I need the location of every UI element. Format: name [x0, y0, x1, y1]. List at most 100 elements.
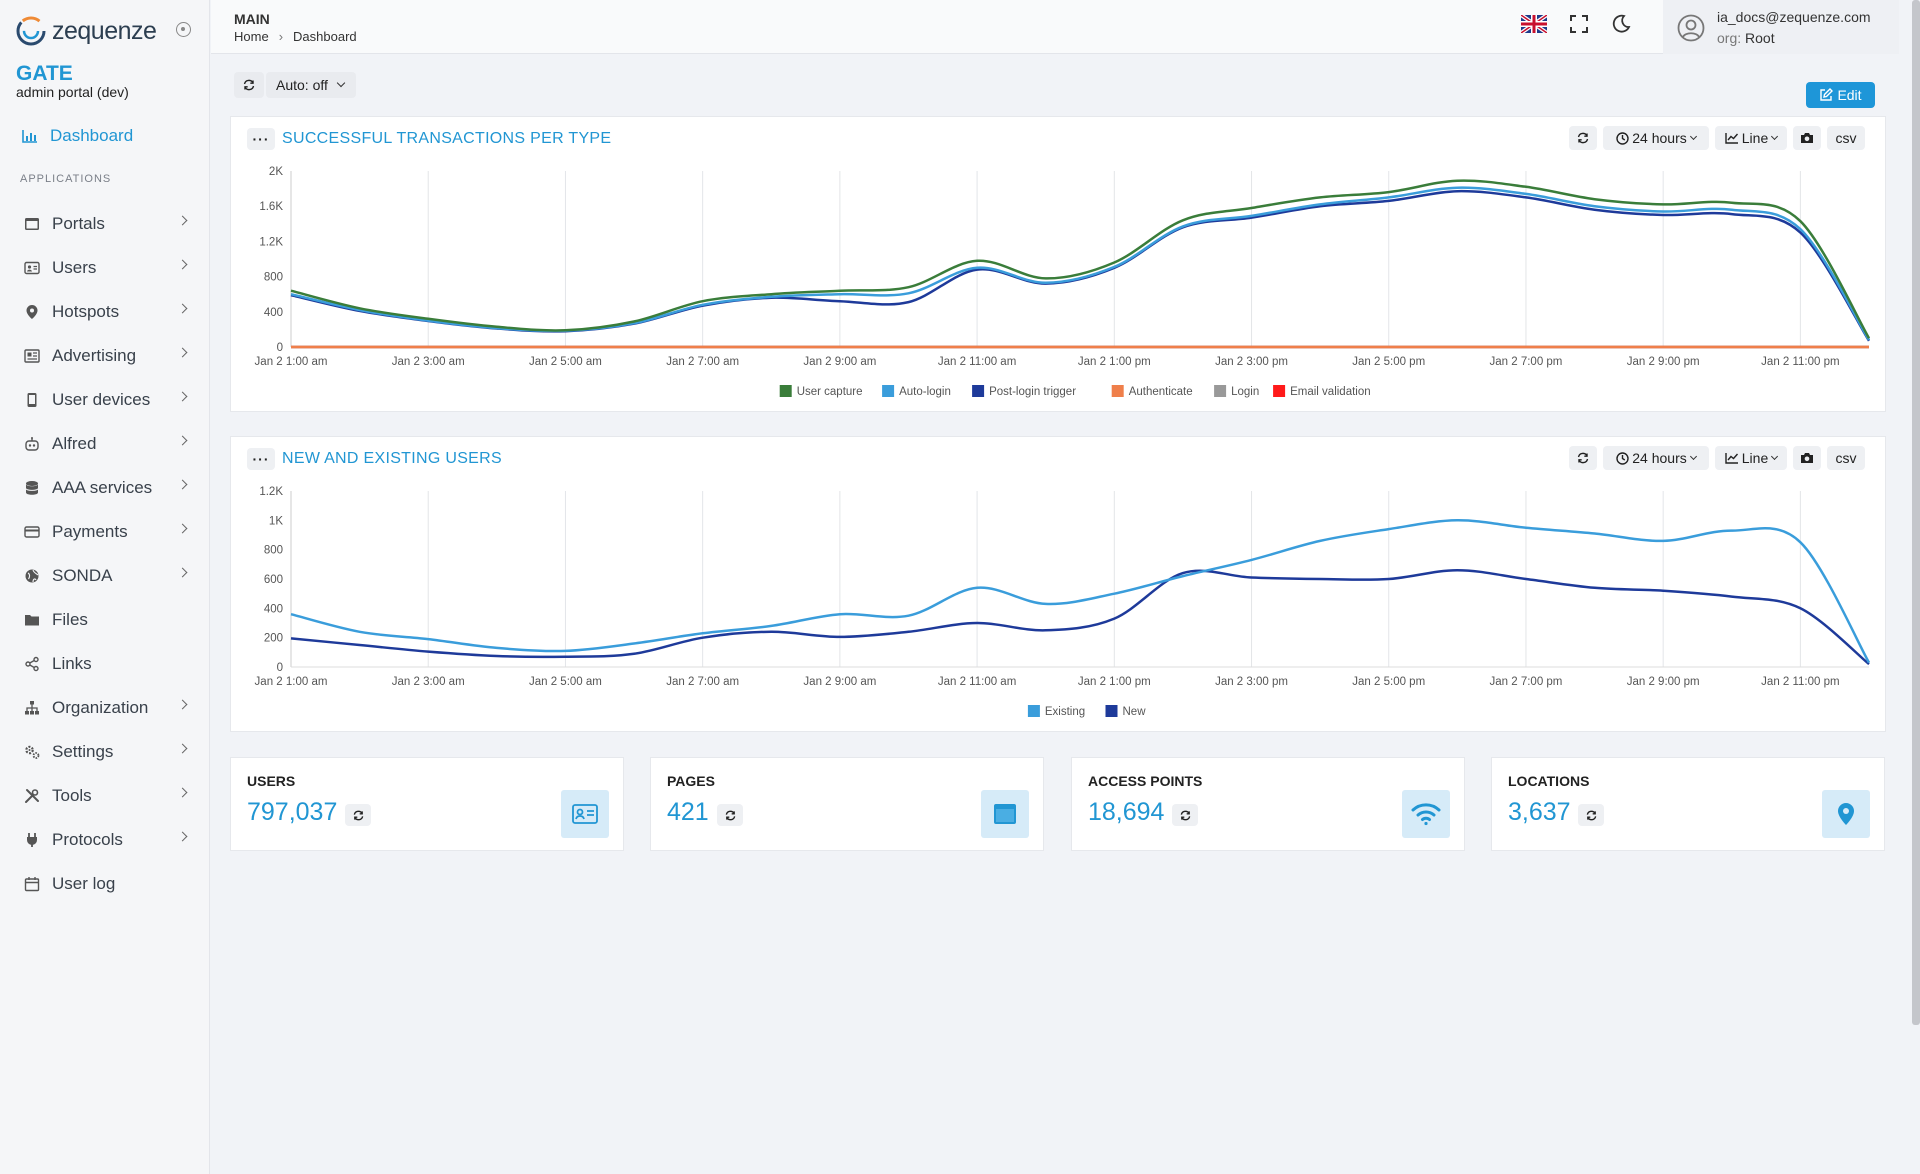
legend-label[interactable]: New	[1123, 706, 1147, 718]
map-pin-icon	[1822, 790, 1870, 838]
panel-title: SUCCESSFUL TRANSACTIONS PER TYPE	[282, 130, 612, 147]
x-tick-label: Jan 2 9:00 pm	[1627, 356, 1700, 368]
refresh-button[interactable]	[234, 72, 264, 98]
legend-label[interactable]: Existing	[1045, 706, 1085, 718]
line-chart-icon	[1725, 133, 1738, 144]
legend-swatch[interactable]	[972, 385, 985, 397]
dark-mode-icon[interactable]	[1611, 14, 1631, 34]
folder-icon	[24, 612, 40, 628]
sidebar-item-hotspots[interactable]: Hotspots	[0, 290, 210, 334]
user-menu[interactable]: ia_docs@zequenze.com org: Root	[1663, 0, 1899, 54]
legend-swatch[interactable]	[882, 385, 895, 397]
edit-button[interactable]: Edit	[1806, 82, 1875, 108]
chevron-down-icon	[336, 78, 346, 88]
legend-label[interactable]: Login	[1231, 386, 1259, 398]
sidebar-item-label: Organization	[52, 698, 149, 717]
sidebar-item-links[interactable]: Links	[0, 642, 210, 686]
series-line-post-login-trigger[interactable]	[290, 189, 1871, 342]
time-range-dropdown[interactable]: 24 hours	[1603, 446, 1709, 470]
sidebar-item-settings[interactable]: Settings	[0, 730, 210, 774]
breadcrumb-current: Dashboard	[293, 29, 357, 44]
x-tick-label: Jan 2 11:00 am	[938, 356, 1016, 368]
legend-swatch[interactable]	[1273, 385, 1286, 397]
series-line-auto-login[interactable]	[290, 186, 1871, 341]
legend-label[interactable]: Post-login trigger	[989, 386, 1076, 398]
x-tick-label: Jan 2 5:00 am	[529, 356, 602, 368]
sidebar-item-organization[interactable]: Organization	[0, 686, 210, 730]
clock-icon	[1616, 451, 1629, 465]
csv-export-button[interactable]: csv	[1827, 446, 1865, 470]
sidebar-item-sonda[interactable]: SONDA	[0, 554, 210, 598]
legend-swatch[interactable]	[1105, 705, 1118, 717]
series-line-existing[interactable]	[290, 519, 1871, 664]
y-tick-label: 600	[264, 574, 283, 586]
sidebar-item-label: Dashboard	[50, 126, 134, 145]
sidebar-item-files[interactable]: Files	[0, 598, 210, 642]
legend-swatch[interactable]	[1027, 705, 1040, 717]
refresh-icon	[1586, 810, 1596, 820]
legend-label[interactable]: Auto-login	[899, 386, 951, 398]
stat-value: 3,637	[1508, 798, 1571, 826]
chart-type-dropdown[interactable]: Line	[1715, 446, 1787, 470]
sidebar-item-alfred[interactable]: Alfred	[0, 422, 210, 466]
stat-refresh-button[interactable]	[1172, 804, 1198, 826]
user-avatar-icon	[1677, 14, 1705, 42]
sidebar-item-label: User devices	[52, 390, 151, 409]
panel-refresh-button[interactable]	[1569, 126, 1597, 150]
chart-type-label: Line	[1741, 130, 1769, 146]
series-line-user-capture[interactable]	[290, 179, 1871, 339]
x-tick-label: Jan 2 9:00 am	[803, 356, 876, 368]
sidebar-item-label: AAA services	[52, 478, 153, 497]
legend-swatch[interactable]	[1214, 385, 1227, 397]
sidebar-item-dashboard[interactable]: Dashboard	[22, 126, 133, 146]
series-line-new[interactable]	[290, 568, 1870, 666]
time-range-label: 24 hours	[1632, 450, 1687, 466]
sidebar-item-advertising[interactable]: Advertising	[0, 334, 210, 378]
screenshot-button[interactable]	[1793, 446, 1821, 470]
legend-label[interactable]: Email validation	[1290, 386, 1371, 398]
legend-swatch[interactable]	[1111, 385, 1124, 397]
sidebar-item-label: Tools	[52, 786, 92, 805]
time-range-dropdown[interactable]: 24 hours	[1603, 126, 1709, 150]
logo[interactable]: zequenze	[14, 14, 157, 48]
sidebar: zequenze GATE admin portal (dev) Dashboa…	[0, 0, 210, 1174]
stat-refresh-button[interactable]	[1578, 804, 1604, 826]
stat-refresh-button[interactable]	[717, 804, 743, 826]
sidebar-item-aaa-services[interactable]: AAA services	[0, 466, 210, 510]
logo-text: zequenze	[52, 16, 157, 45]
sidebar-item-tools[interactable]: Tools	[0, 774, 210, 818]
sidebar-item-protocols[interactable]: Protocols	[0, 818, 210, 862]
page-scrollbar[interactable]	[1912, 0, 1920, 1025]
chart-type-dropdown[interactable]: Line	[1715, 126, 1787, 150]
sidebar-item-payments[interactable]: Payments	[0, 510, 210, 554]
stat-value: 18,694	[1088, 798, 1165, 826]
panel-menu-button[interactable]: ···	[247, 448, 275, 470]
y-tick-label: 1.6K	[259, 201, 283, 213]
sidebar-item-portals[interactable]: Portals	[0, 202, 210, 246]
auto-refresh-dropdown[interactable]: Auto: off	[266, 72, 356, 98]
sidebar-item-user-devices[interactable]: User devices	[0, 378, 210, 422]
sidebar-item-user-log[interactable]: User log	[0, 862, 210, 906]
legend-label[interactable]: User capture	[797, 386, 863, 398]
tools-icon	[24, 788, 40, 804]
share-icon	[24, 656, 40, 672]
legend-label[interactable]: Authenticate	[1129, 386, 1193, 398]
stat-label: ACCESS POINTS	[1088, 773, 1203, 789]
user-email: ia_docs@zequenze.com	[1717, 9, 1871, 25]
y-tick-label: 0	[277, 662, 283, 674]
stat-refresh-button[interactable]	[345, 804, 371, 826]
legend-swatch[interactable]	[779, 385, 792, 397]
sidebar-collapse-icon[interactable]	[176, 22, 191, 37]
refresh-icon	[1577, 132, 1589, 144]
sidebar-item-users[interactable]: Users	[0, 246, 210, 290]
chevron-right-icon	[177, 435, 188, 446]
panel-menu-button[interactable]: ···	[247, 128, 275, 150]
screenshot-button[interactable]	[1793, 126, 1821, 150]
panel-refresh-button[interactable]	[1569, 446, 1597, 470]
fullscreen-icon[interactable]	[1569, 14, 1589, 34]
breadcrumb-home[interactable]: Home	[234, 29, 269, 44]
uk-flag-icon[interactable]	[1521, 15, 1547, 33]
chevron-right-icon	[177, 743, 188, 754]
csv-export-button[interactable]: csv	[1827, 126, 1865, 150]
x-tick-label: Jan 2 3:00 pm	[1215, 676, 1288, 688]
